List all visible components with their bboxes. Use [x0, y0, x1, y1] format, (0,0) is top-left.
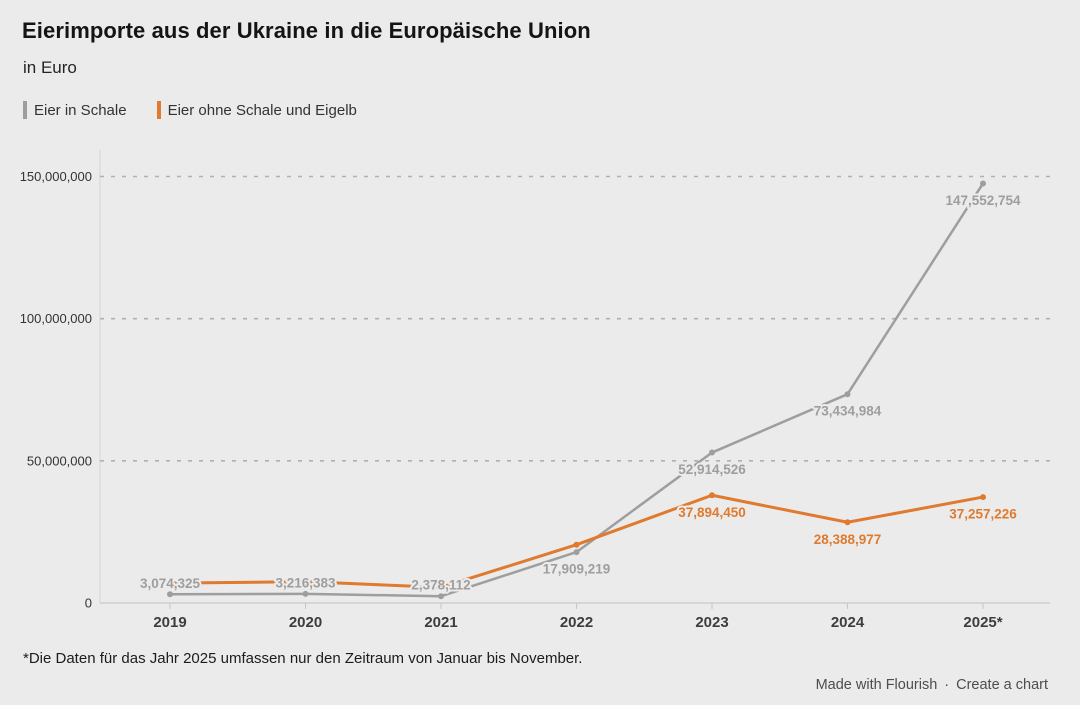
x-tick-label: 2022	[560, 614, 593, 631]
data-label: 17,909,219	[543, 562, 611, 577]
data-label: 147,552,754	[945, 193, 1021, 208]
data-point	[980, 494, 986, 501]
y-tick-label: 100,000,000	[20, 311, 92, 326]
data-point	[709, 449, 715, 456]
data-label: 28,388,977	[814, 532, 882, 547]
create-a-chart-link[interactable]: Create a chart	[956, 677, 1048, 693]
data-label: 37,257,226	[949, 507, 1017, 522]
data-point	[302, 578, 309, 585]
legend: Eier in Schale Eier ohne Schale und Eige…	[23, 101, 357, 119]
attribution-separator: ·	[944, 677, 950, 693]
data-label: 73,434,984	[814, 404, 882, 419]
y-tick-label: 0	[85, 596, 92, 611]
legend-item-eier-ohne-schale[interactable]: Eier ohne Schale und Eigelb	[156, 101, 357, 119]
x-tick-label: 2020	[289, 614, 322, 631]
data-label: 2,378,112	[411, 578, 470, 593]
y-tick-label: 150,000,000	[20, 169, 92, 184]
data-point	[302, 590, 309, 597]
legend-item-eier-in-schale[interactable]: Eier in Schale	[23, 101, 127, 119]
data-point	[844, 391, 851, 398]
x-tick-label: 2025*	[963, 614, 1002, 631]
data-point	[167, 580, 173, 587]
data-point	[573, 549, 580, 556]
legend-swatch-gray	[23, 101, 27, 119]
data-label: 52,914,526	[678, 462, 746, 477]
x-tick-label: 2023	[695, 614, 728, 631]
x-tick-label: 2024	[831, 614, 865, 631]
data-label: 3,216,383	[275, 575, 336, 590]
data-point	[438, 584, 444, 591]
page-title: Eierimporte aus der Ukraine in die Europ…	[22, 18, 591, 43]
page-subtitle: in Euro	[23, 58, 77, 77]
chart-footnote: *Die Daten für das Jahr 2025 umfassen nu…	[23, 650, 583, 667]
x-tick-label: 2019	[153, 614, 186, 631]
legend-label-eier-ohne-schale: Eier ohne Schale und Eigelb	[167, 101, 357, 119]
chart-canvas: 0 50,000,000 100,000,000 150,000,000 2019 202…	[20, 150, 1050, 631]
data-point	[438, 593, 444, 600]
made-with-flourish-link[interactable]: Made with Flourish	[815, 677, 938, 693]
data-point	[709, 492, 715, 499]
legend-label-eier-in-schale: Eier in Schale	[34, 101, 127, 119]
y-tick-label: 50,000,000	[27, 453, 92, 468]
data-point	[980, 180, 986, 187]
data-label: 3,074,325	[140, 576, 201, 591]
x-tick-label: 2021	[424, 614, 457, 631]
data-point	[844, 519, 851, 526]
data-point	[573, 541, 580, 548]
legend-swatch-orange	[156, 101, 161, 119]
data-point	[167, 591, 173, 598]
data-label: 37,894,450	[678, 505, 746, 520]
attribution: Made with Flourish · Create a chart	[816, 677, 1048, 693]
